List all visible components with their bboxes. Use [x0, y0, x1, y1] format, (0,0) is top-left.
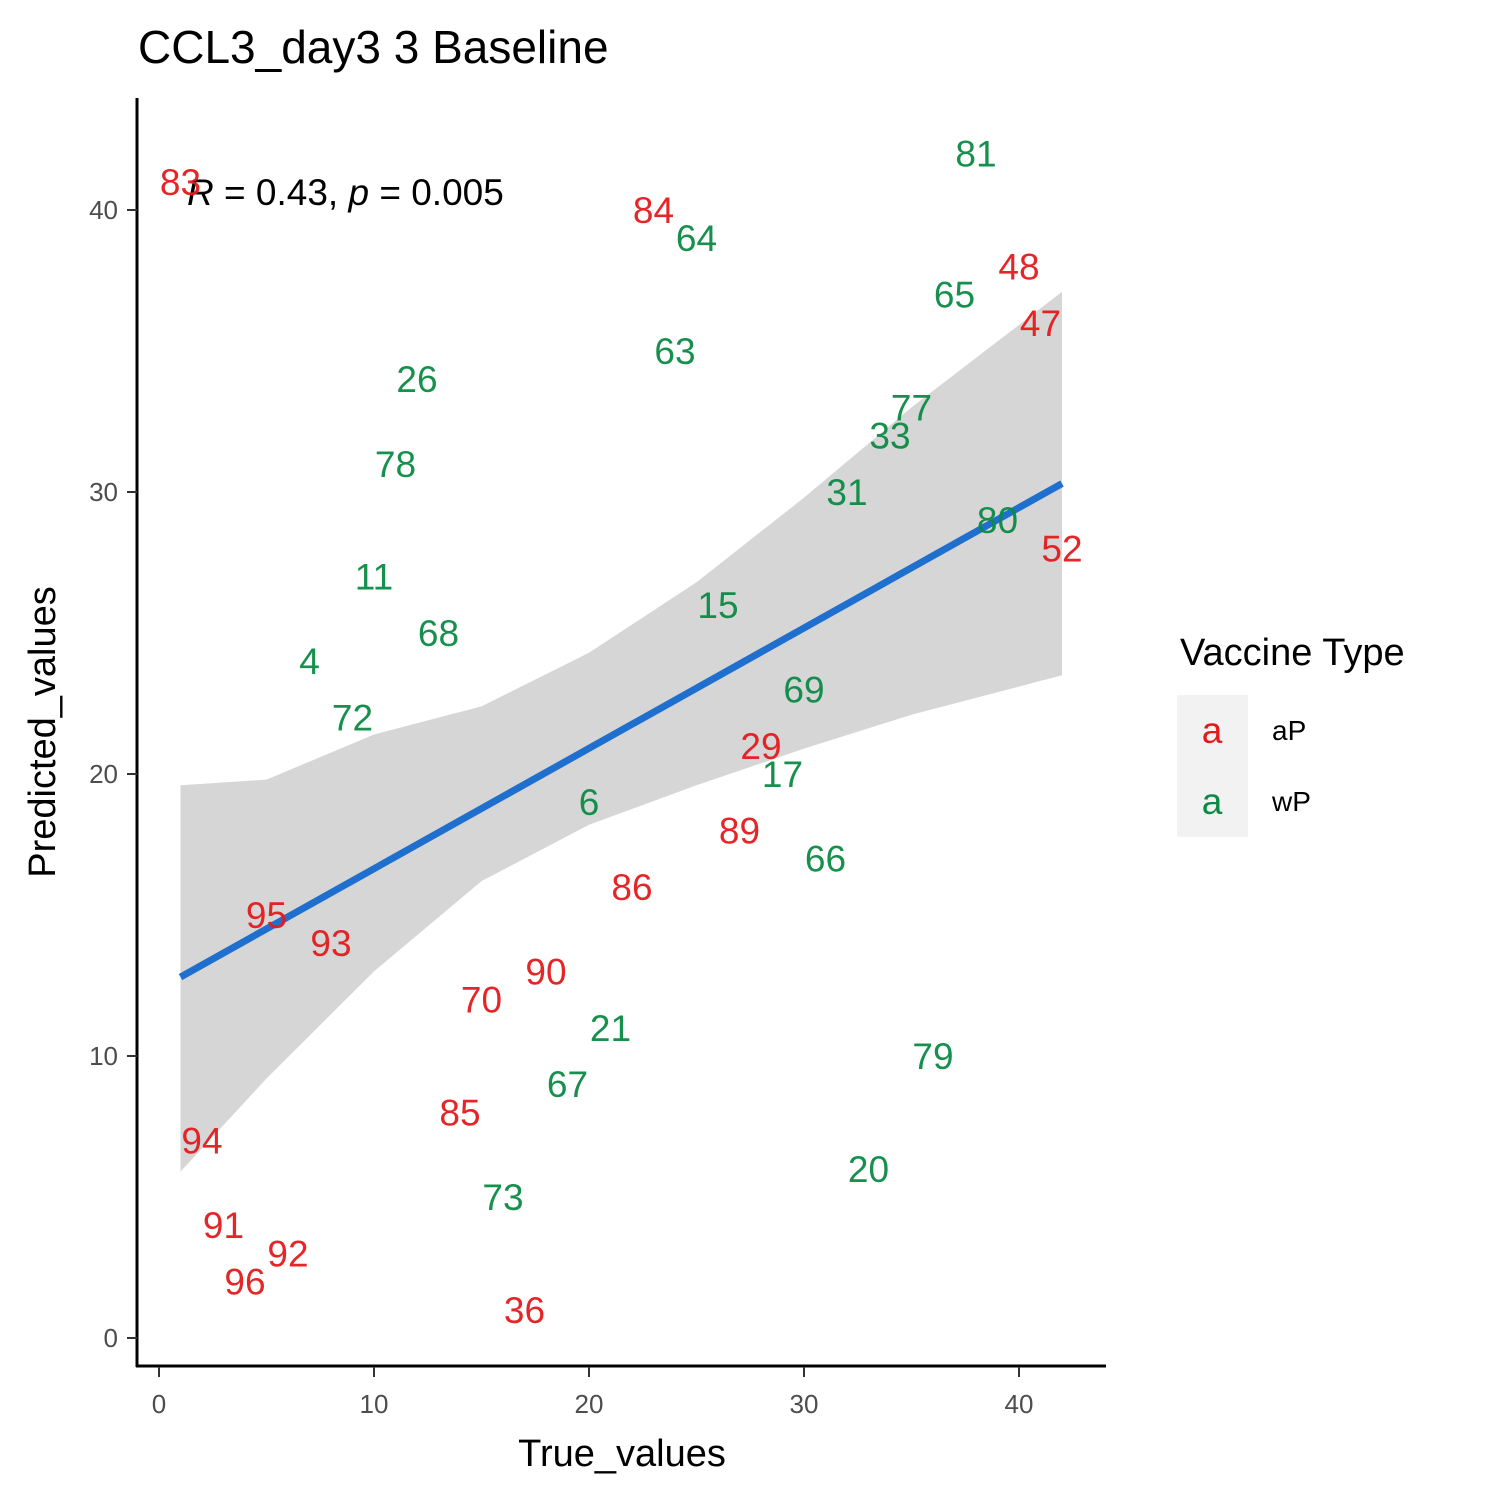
point-label-aP-92: 92 [267, 1233, 308, 1274]
regression-line [178, 480, 1064, 981]
stat-r-value: = 0.43, [214, 172, 349, 213]
stat-p-value: = 0.005 [369, 172, 504, 213]
x-axis-title: True_values [518, 1433, 726, 1475]
point-label-wP-63: 63 [654, 331, 695, 372]
point-label-aP-91: 91 [203, 1205, 244, 1246]
point-label-wP-15: 15 [697, 585, 738, 626]
point-label-aP-84: 84 [633, 190, 674, 231]
x-tick-label: 10 [360, 1389, 389, 1419]
correlation-annotation: R = 0.43, p = 0.005 [187, 172, 504, 213]
point-label-wP-4: 4 [299, 641, 320, 682]
point-label-aP-95: 95 [246, 895, 287, 936]
point-label-aP-70: 70 [461, 980, 502, 1021]
point-label-aP-29: 29 [740, 726, 781, 767]
point-label-wP-67: 67 [547, 1064, 588, 1105]
y-tick-label: 10 [89, 1041, 118, 1071]
plot-area: R = 0.43, p = 0.005838448475229898695939… [160, 134, 1083, 1331]
point-label-aP-89: 89 [719, 810, 760, 851]
point-label-wP-33: 33 [869, 416, 910, 457]
point-label-aP-47: 47 [1020, 303, 1061, 344]
point-label-wP-69: 69 [783, 669, 824, 710]
x-tick-label: 30 [790, 1389, 819, 1419]
point-label-aP-85: 85 [439, 1092, 480, 1133]
y-axis-title: Predicted_values [22, 586, 64, 878]
x-tick-label: 40 [1005, 1389, 1034, 1419]
legend-key-glyph-wP: a [1202, 781, 1223, 822]
point-label-wP-11: 11 [355, 557, 393, 598]
legend-title: Vaccine Type [1180, 632, 1405, 674]
point-label-wP-78: 78 [375, 444, 416, 485]
point-label-wP-66: 66 [805, 839, 846, 880]
point-label-wP-64: 64 [676, 218, 717, 259]
x-axis-ticks: 0 10 20 30 40 [152, 1367, 1034, 1419]
point-label-wP-79: 79 [912, 1036, 953, 1077]
legend-key-wP [1177, 766, 1248, 837]
chart-title: CCL3_day3 3 Baseline [138, 21, 609, 73]
point-label-aP-93: 93 [310, 923, 351, 964]
y-tick-label: 0 [104, 1323, 118, 1353]
point-label-wP-21: 21 [590, 1008, 631, 1049]
y-tick-label: 30 [89, 477, 118, 507]
legend-label-wP: wP [1271, 786, 1311, 817]
point-label-wP-6: 6 [579, 782, 600, 823]
y-tick-label: 20 [89, 759, 118, 789]
legend-key-glyph-aP: a [1202, 710, 1223, 751]
point-label-wP-31: 31 [826, 472, 867, 513]
stat-r-symbol: R [187, 172, 214, 213]
point-label-aP-90: 90 [525, 951, 566, 992]
x-tick-label: 0 [152, 1389, 166, 1419]
legend: Vaccine Type a aP a wP [1177, 632, 1405, 837]
point-label-wP-72: 72 [332, 698, 373, 739]
point-label-aP-36: 36 [504, 1290, 545, 1331]
point-label-wP-26: 26 [396, 359, 437, 400]
y-axis-ticks: 0 10 20 30 40 [89, 195, 137, 1353]
point-label-wP-17: 17 [762, 754, 803, 795]
point-label-wP-68: 68 [418, 613, 459, 654]
y-tick-label: 40 [89, 195, 118, 225]
point-label-aP-52: 52 [1041, 528, 1082, 569]
point-label-aP-86: 86 [611, 867, 652, 908]
point-label-aP-94: 94 [181, 1121, 222, 1162]
point-label-aP-83: 83 [160, 162, 201, 203]
point-label-wP-20: 20 [848, 1149, 889, 1190]
point-label-wP-80: 80 [977, 500, 1018, 541]
legend-label-aP: aP [1272, 715, 1306, 746]
point-label-wP-73: 73 [482, 1177, 523, 1218]
point-label-wP-81: 81 [955, 134, 996, 175]
point-label-aP-48: 48 [998, 246, 1039, 287]
legend-key-aP [1177, 695, 1248, 766]
point-label-wP-65: 65 [934, 275, 975, 316]
x-tick-label: 20 [575, 1389, 604, 1419]
stat-p-symbol: p [347, 172, 369, 213]
point-label-aP-96: 96 [224, 1262, 265, 1303]
point-label-wP-77: 77 [891, 387, 932, 428]
